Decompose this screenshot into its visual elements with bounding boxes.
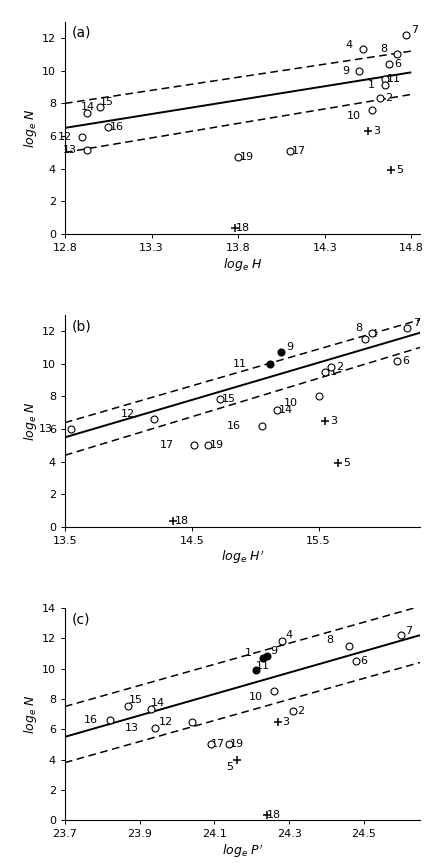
Text: 5: 5 bbox=[226, 762, 233, 773]
Text: 4: 4 bbox=[371, 329, 378, 339]
Text: 13: 13 bbox=[63, 145, 77, 155]
Text: 18: 18 bbox=[267, 810, 281, 820]
Text: 12: 12 bbox=[58, 132, 72, 141]
Text: 3: 3 bbox=[330, 416, 337, 426]
Text: (c): (c) bbox=[72, 612, 90, 626]
Text: 18: 18 bbox=[174, 516, 189, 527]
Text: 8: 8 bbox=[355, 323, 363, 332]
Text: 8: 8 bbox=[380, 44, 387, 55]
Text: 3: 3 bbox=[282, 717, 289, 727]
Text: 14: 14 bbox=[81, 102, 94, 113]
Text: 2: 2 bbox=[385, 94, 392, 103]
Text: 9: 9 bbox=[286, 343, 293, 352]
Text: 8: 8 bbox=[327, 635, 334, 646]
Text: 7: 7 bbox=[413, 318, 420, 328]
Text: 15: 15 bbox=[222, 394, 236, 404]
Text: 15: 15 bbox=[129, 695, 143, 706]
Text: 16: 16 bbox=[84, 715, 98, 725]
X-axis label: log$_e$ $H$: log$_e$ $H$ bbox=[223, 256, 262, 273]
Text: 17: 17 bbox=[159, 440, 174, 450]
Text: 17: 17 bbox=[211, 740, 225, 749]
Text: 6: 6 bbox=[394, 59, 401, 69]
Text: 6: 6 bbox=[360, 656, 368, 666]
Text: 9: 9 bbox=[271, 646, 278, 656]
Text: 13: 13 bbox=[39, 424, 53, 434]
Text: 10: 10 bbox=[347, 111, 361, 122]
Text: 2: 2 bbox=[336, 362, 344, 372]
Text: 5: 5 bbox=[343, 458, 350, 469]
X-axis label: log$_e$ $P'$: log$_e$ $P'$ bbox=[222, 842, 263, 859]
Text: 15: 15 bbox=[100, 96, 113, 107]
Text: 17: 17 bbox=[292, 146, 306, 155]
Text: 11: 11 bbox=[233, 358, 247, 369]
Text: 1: 1 bbox=[368, 81, 375, 90]
Y-axis label: log$_e$ $N$: log$_e$ $N$ bbox=[22, 108, 39, 148]
Text: 3: 3 bbox=[373, 126, 380, 136]
Text: (b): (b) bbox=[72, 319, 92, 333]
Text: 7: 7 bbox=[411, 25, 418, 35]
Text: 16: 16 bbox=[226, 421, 241, 431]
Text: 12: 12 bbox=[121, 409, 136, 418]
Text: 1: 1 bbox=[245, 648, 252, 659]
Text: 5: 5 bbox=[396, 166, 403, 175]
Text: 18: 18 bbox=[236, 223, 250, 233]
X-axis label: log$_e$ $H'$: log$_e$ $H'$ bbox=[221, 549, 264, 567]
Text: 19: 19 bbox=[230, 740, 244, 749]
Text: 7: 7 bbox=[405, 626, 412, 635]
Text: (a): (a) bbox=[72, 26, 91, 40]
Text: 16: 16 bbox=[110, 122, 124, 132]
Text: 19: 19 bbox=[240, 152, 254, 162]
Text: 12: 12 bbox=[159, 717, 173, 727]
Text: 2: 2 bbox=[297, 706, 304, 716]
Text: 4: 4 bbox=[346, 40, 352, 49]
Text: 11: 11 bbox=[387, 74, 401, 84]
Text: 14: 14 bbox=[151, 698, 165, 707]
Text: 14: 14 bbox=[278, 404, 293, 415]
Text: 13: 13 bbox=[125, 723, 139, 733]
Text: 4: 4 bbox=[286, 630, 293, 641]
Y-axis label: log$_e$ $N$: log$_e$ $N$ bbox=[22, 401, 39, 441]
Text: 11: 11 bbox=[256, 661, 270, 670]
Text: 10: 10 bbox=[249, 693, 262, 702]
Text: 9: 9 bbox=[342, 66, 349, 76]
Text: 10: 10 bbox=[284, 398, 297, 408]
Text: 19: 19 bbox=[210, 440, 224, 450]
Text: 6: 6 bbox=[403, 356, 410, 365]
Y-axis label: log$_e$ $N$: log$_e$ $N$ bbox=[22, 694, 39, 734]
Text: 1: 1 bbox=[330, 367, 337, 377]
